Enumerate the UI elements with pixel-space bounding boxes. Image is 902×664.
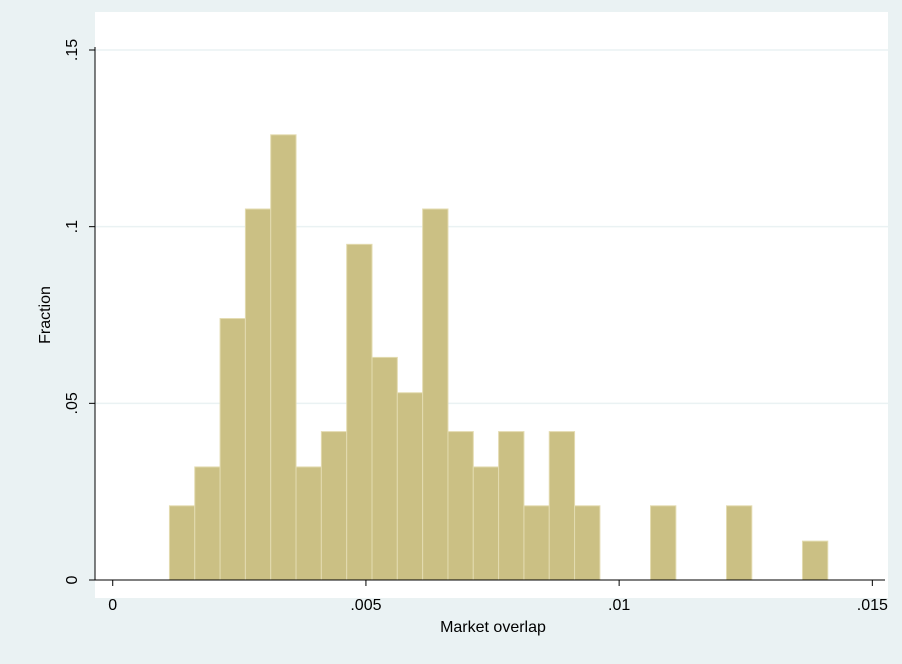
bar xyxy=(498,431,525,581)
bar xyxy=(168,505,196,581)
bar xyxy=(346,243,373,581)
bar xyxy=(523,505,550,581)
bar xyxy=(548,431,576,581)
bar xyxy=(574,505,601,581)
bar xyxy=(295,466,322,581)
bar xyxy=(650,505,677,581)
bar xyxy=(447,431,474,581)
bar xyxy=(801,540,829,581)
y-axis-title: Fraction xyxy=(37,286,54,344)
y-tick-label: .15 xyxy=(64,39,81,61)
y-tick-label: 0 xyxy=(64,575,81,584)
x-axis-title: Market overlap xyxy=(440,619,546,636)
x-tick-label: .015 xyxy=(857,597,888,614)
x-tick-label: 0 xyxy=(108,597,117,614)
y-tick-label: .1 xyxy=(64,220,81,233)
bar xyxy=(422,208,449,581)
x-tick-label: .01 xyxy=(608,597,630,614)
bar xyxy=(270,134,297,581)
bar xyxy=(244,208,272,581)
bar xyxy=(396,392,424,581)
bar xyxy=(472,466,500,581)
y-tick-label: .05 xyxy=(64,392,81,414)
bar xyxy=(725,505,753,581)
bar xyxy=(194,466,221,581)
bar xyxy=(320,431,348,581)
bar xyxy=(371,356,398,581)
x-tick-label: .005 xyxy=(350,597,381,614)
bar xyxy=(219,318,246,581)
